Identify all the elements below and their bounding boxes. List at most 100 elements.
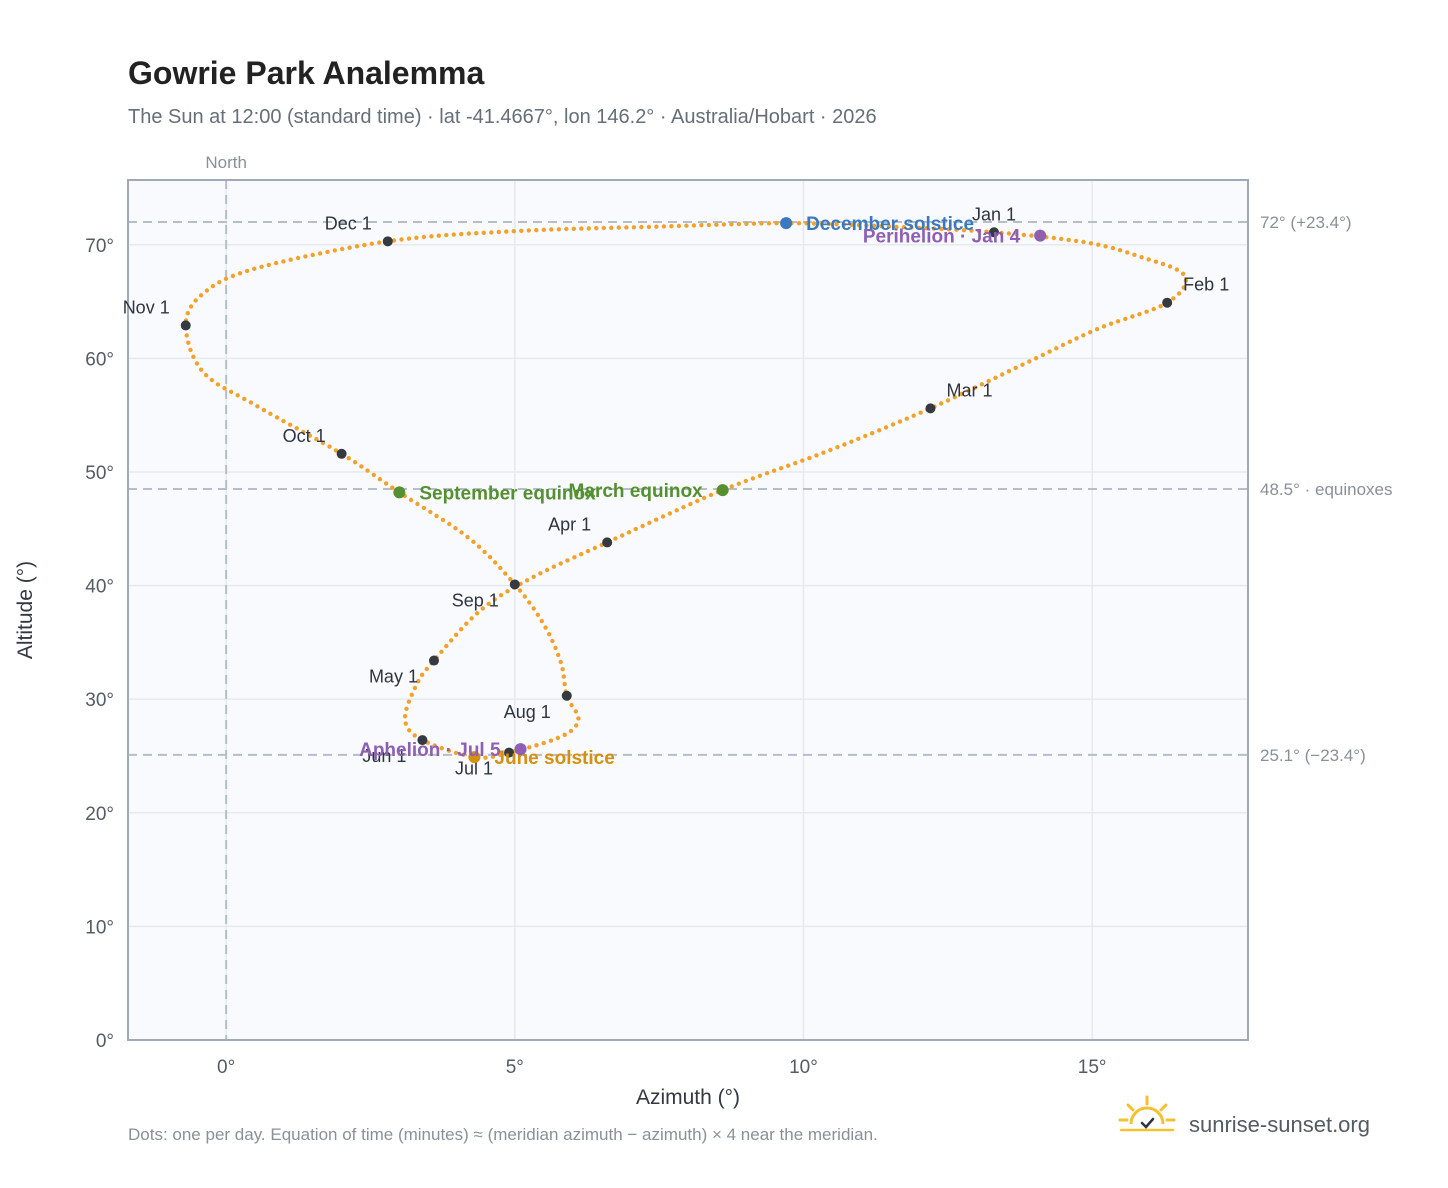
day-dot: [268, 411, 273, 416]
day-dot: [489, 230, 494, 235]
y-tick-label: 20°: [85, 804, 114, 825]
day-dot: [294, 426, 299, 431]
day-dot: [883, 425, 889, 430]
y-tick-label: 30°: [85, 690, 114, 711]
day-dot: [474, 231, 479, 236]
day-dot: [1006, 231, 1012, 236]
day-dot: [487, 554, 493, 560]
day-dot: [1180, 271, 1186, 276]
day-dot: [654, 517, 659, 522]
day-dot: [429, 234, 434, 239]
day-dot: [314, 437, 319, 442]
day-dot: [585, 548, 591, 554]
day-dot: [1006, 369, 1012, 374]
day-dot: [407, 728, 412, 733]
day-dot: [412, 685, 418, 691]
day-dot: [616, 225, 621, 230]
day-dot: [281, 418, 286, 424]
day-dot: [568, 728, 574, 734]
day-dot: [757, 473, 763, 478]
day-dot: [543, 625, 548, 630]
event-marker: [393, 486, 406, 499]
day-dot: [969, 228, 974, 233]
day-dot: [198, 367, 204, 372]
day-dot: [453, 750, 459, 756]
day-dot: [340, 246, 345, 252]
day-dot: [453, 526, 458, 531]
day-dot: [573, 709, 578, 714]
brand-name: sunrise-sunset.org: [1189, 1112, 1370, 1137]
day-dot: [594, 226, 599, 231]
day-dot: [984, 229, 989, 234]
day-dot: [469, 616, 474, 621]
day-dot: [377, 240, 382, 245]
day-dot: [416, 679, 421, 684]
day-dot: [736, 221, 742, 227]
day-dot: [564, 226, 569, 232]
day-dot: [811, 221, 817, 226]
day-dot: [766, 221, 772, 226]
day-dot: [561, 674, 566, 679]
day-dot: [301, 429, 306, 435]
day-dot: [365, 468, 370, 473]
day-dot: [1132, 252, 1137, 257]
day-dot: [444, 643, 449, 649]
month-label: May 1: [369, 667, 418, 687]
day-dot: [436, 233, 441, 238]
day-dot: [471, 539, 476, 544]
day-dot: [1088, 330, 1093, 335]
day-dot: [1139, 255, 1144, 260]
day-dot: [1081, 333, 1086, 338]
day-dot: [466, 231, 471, 236]
day-dot: [414, 235, 419, 240]
day-dot: [1051, 235, 1057, 241]
day-dot: [1033, 356, 1039, 361]
event-label: September equinox: [419, 483, 596, 504]
day-dot: [412, 733, 417, 738]
day-dot: [186, 340, 191, 345]
day-dot: [439, 649, 444, 654]
day-dot: [369, 241, 374, 246]
day-dot: [669, 224, 674, 229]
day-dot: [244, 268, 250, 274]
event-label: Aphelion · Jul 5: [359, 740, 501, 761]
day-dot: [800, 458, 805, 463]
day-dot: [778, 466, 784, 471]
day-dot: [1096, 242, 1101, 247]
day-dot: [1174, 267, 1180, 272]
day-dot: [916, 225, 922, 231]
day-dot: [402, 714, 408, 719]
day-dot: [434, 513, 439, 519]
day-dot: [558, 659, 563, 665]
day-dot: [821, 450, 826, 455]
x-axis-label: Azimuth (°): [636, 1086, 740, 1109]
day-dot: [383, 481, 389, 486]
event-marker: [780, 217, 793, 230]
day-dot: [453, 632, 459, 637]
day-dot: [1040, 352, 1046, 358]
day-dot: [786, 463, 791, 468]
day-dot: [894, 224, 899, 230]
month-marker: [561, 690, 572, 701]
day-dot: [444, 232, 449, 238]
day-dot: [879, 224, 884, 229]
day-dot: [856, 222, 862, 228]
day-dot: [1171, 296, 1176, 301]
x-tick-label: 5°: [506, 1057, 524, 1078]
month-label: Dec 1: [325, 213, 372, 233]
day-dot: [503, 571, 508, 576]
day-dot: [849, 222, 854, 227]
day-dot: [346, 456, 351, 461]
day-dot: [560, 667, 565, 672]
day-dot: [842, 442, 847, 447]
day-dot: [931, 226, 937, 231]
day-dot: [203, 373, 209, 378]
day-dot: [1060, 342, 1066, 348]
day-dot: [819, 221, 824, 226]
day-dot: [252, 266, 257, 271]
day-dot: [586, 226, 591, 231]
day-dot: [835, 445, 840, 450]
day-dot: [1108, 321, 1114, 326]
day-dot: [911, 413, 916, 418]
day-dot: [539, 618, 544, 624]
